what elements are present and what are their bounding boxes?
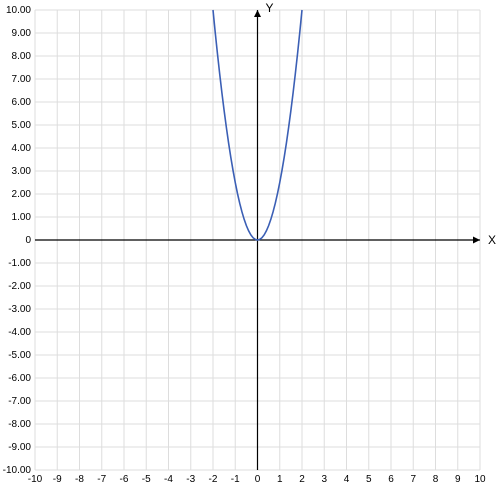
x-tick-label: -7 [97,474,106,485]
y-tick-label: 7.00 [12,74,32,85]
y-tick-label: -10.00 [3,465,32,476]
y-tick-label: 0 [25,235,31,246]
y-tick-label: -8.00 [8,419,31,430]
x-tick-label: 0 [255,474,261,485]
y-tick-label: -2.00 [8,281,31,292]
y-tick-label: -7.00 [8,396,31,407]
x-tick-label: -8 [75,474,84,485]
y-tick-label: -5.00 [8,350,31,361]
x-tick-label: 2 [299,474,305,485]
x-tick-label: -2 [209,474,218,485]
y-tick-label: 4.00 [12,143,32,154]
y-tick-label: 1.00 [12,212,32,223]
y-tick-label: 2.00 [12,189,32,200]
x-tick-label: -1 [231,474,240,485]
x-tick-label: 3 [321,474,327,485]
parabola-chart: -10-9-8-7-6-5-4-3-2-1012345678910-10.00-… [0,0,500,500]
x-tick-label: -4 [164,474,173,485]
x-tick-label: 4 [344,474,350,485]
chart-container: -10-9-8-7-6-5-4-3-2-1012345678910-10.00-… [0,0,500,500]
x-axis-label: X [488,233,496,247]
x-tick-label: 9 [455,474,461,485]
x-tick-label: 7 [410,474,416,485]
x-tick-label: -9 [53,474,62,485]
x-tick-label: 1 [277,474,283,485]
y-tick-label: -3.00 [8,304,31,315]
y-tick-label: -4.00 [8,327,31,338]
x-tick-label: 5 [366,474,372,485]
y-tick-label: -9.00 [8,442,31,453]
x-tick-label: -5 [142,474,151,485]
x-tick-label: 10 [474,474,486,485]
y-tick-label: 8.00 [12,51,32,62]
y-tick-label: 10.00 [6,5,31,16]
chart-bg [0,0,500,500]
x-tick-label: 6 [388,474,394,485]
y-tick-label: 6.00 [12,97,32,108]
x-tick-label: -6 [120,474,129,485]
y-tick-label: -1.00 [8,258,31,269]
y-tick-label: 5.00 [12,120,32,131]
y-axis-label: Y [266,1,274,15]
y-tick-label: 9.00 [12,28,32,39]
y-tick-label: -6.00 [8,373,31,384]
x-tick-label: -3 [186,474,195,485]
x-tick-label: 8 [433,474,439,485]
y-tick-label: 3.00 [12,166,32,177]
